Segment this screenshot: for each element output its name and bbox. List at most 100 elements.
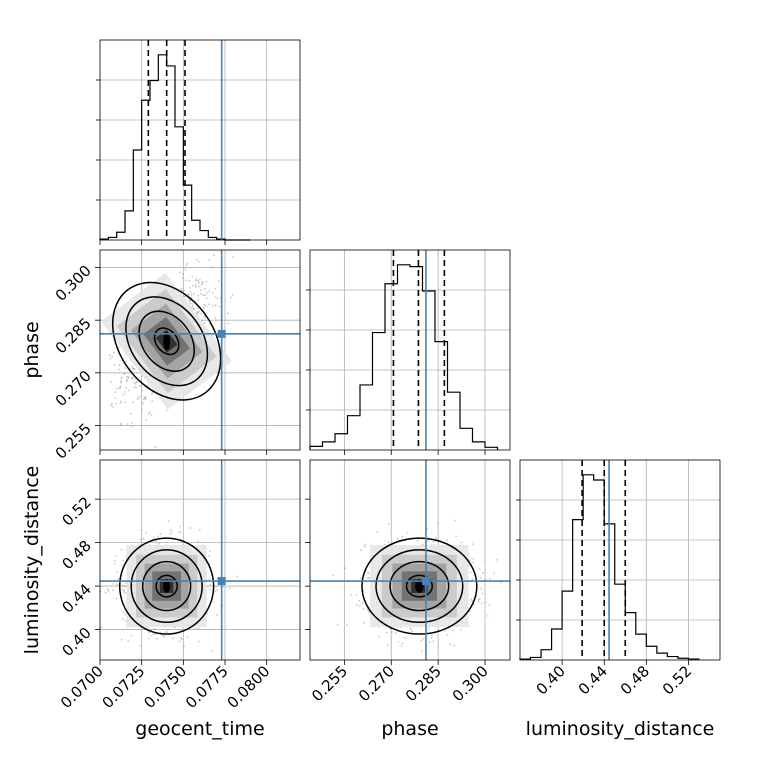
scatter-point — [446, 633, 449, 636]
scatter-point — [197, 279, 199, 282]
scatter-point — [355, 594, 358, 596]
scatter-point — [455, 535, 457, 538]
scatter-point — [214, 287, 217, 290]
scatter-point — [471, 543, 474, 545]
hist-phase-histogram — [309, 264, 499, 450]
scatter-point — [183, 645, 186, 647]
scatter-point — [131, 367, 134, 369]
scatter-point — [484, 559, 486, 561]
scatter-lumdist-geocent-xticklabel-0: 0.0700 — [57, 662, 107, 712]
scatter-point — [124, 391, 126, 393]
scatter-point — [124, 367, 126, 369]
scatter-point — [120, 400, 122, 403]
scatter-point — [437, 522, 439, 525]
scatter-point — [202, 294, 205, 297]
scatter-point — [218, 305, 221, 308]
scatter-point — [114, 397, 116, 399]
scatter-point — [131, 425, 134, 427]
scatter-point — [469, 610, 472, 613]
scatter-point — [112, 583, 115, 585]
scatter-point — [395, 632, 397, 635]
scatter-point — [430, 637, 433, 639]
scatter-phase-geocent-yticklabel-1: 0.270 — [52, 367, 95, 410]
scatter-point — [149, 411, 152, 414]
scatter-point — [123, 590, 125, 593]
scatter-phase-geocent-truth-marker — [217, 329, 226, 338]
scatter-point — [208, 290, 211, 293]
scatter-point — [194, 284, 197, 287]
scatter-point — [208, 303, 211, 306]
scatter-lumdist-geocent-contour-1 — [130, 549, 203, 624]
scatter-phase-geocent-yticklabel-3: 0.300 — [52, 262, 95, 305]
hist-geocent-time-histogram — [99, 54, 250, 241]
scatter-lumdist-phase-frame — [309, 459, 511, 661]
scatter-point — [186, 262, 189, 265]
scatter-point — [385, 631, 388, 634]
scatter-point — [205, 304, 208, 307]
scatter-lumdist-geocent-xticklabel-3: 0.0775 — [182, 662, 232, 712]
scatter-point — [336, 623, 339, 626]
scatter-phase-geocent-contour-2 — [138, 310, 195, 372]
scatter-lumdist-phase-xticklabel-2: 0.285 — [402, 662, 445, 705]
scatter-point — [115, 597, 118, 600]
scatter-point — [189, 527, 192, 529]
scatter-point — [114, 563, 116, 565]
scatter-point — [488, 577, 491, 580]
scatter-lumdist-geocent-frame — [99, 459, 301, 661]
scatter-point — [459, 629, 462, 631]
scatter-point — [452, 629, 454, 632]
scatter-point — [122, 611, 125, 614]
scatter-point — [488, 604, 491, 606]
scatter-point — [197, 298, 200, 301]
scatter-point — [111, 405, 114, 408]
scatter-point — [387, 523, 390, 526]
scatter-point — [346, 624, 348, 626]
scatter-point — [444, 630, 446, 632]
scatter-point — [396, 537, 399, 540]
panels: 0.40 0.44 0.48 0.520.2550.2700.2850.3000.40… — [52, 39, 721, 712]
scatter-point — [131, 422, 133, 424]
scatter-point — [142, 398, 145, 400]
scatter-point — [156, 638, 159, 640]
scatter-point — [131, 377, 134, 380]
scatter-point — [332, 574, 334, 577]
scatter-point — [206, 585, 209, 588]
scatter-point — [387, 541, 390, 544]
scatter-point — [200, 289, 203, 291]
scatter-point — [197, 627, 200, 630]
scatter-point — [194, 279, 197, 282]
scatter-point — [155, 540, 158, 543]
hist-luminosity-distance-xticklabel-0: 0.40 — [533, 662, 569, 698]
scatter-point — [123, 585, 126, 588]
ylabel-luminosity-distance: luminosity_distance — [21, 466, 43, 655]
scatter-point — [125, 378, 128, 381]
scatter-point — [208, 258, 211, 261]
scatter-point — [367, 611, 370, 614]
scatter-point — [127, 376, 130, 379]
hist-phase-frame — [309, 249, 511, 451]
scatter-point — [201, 319, 204, 322]
scatter-point — [432, 640, 435, 643]
scatter-lumdist-phase-xticklabel-3: 0.300 — [449, 662, 492, 705]
hist-luminosity-distance-xticklabel-3: 0.52 — [659, 662, 695, 698]
scatter-point — [480, 587, 482, 590]
scatter-point — [363, 621, 365, 624]
scatter-point — [152, 536, 155, 539]
scatter-point — [133, 386, 136, 388]
scatter-point — [195, 278, 198, 280]
scatter-point — [180, 638, 183, 641]
scatter-lumdist-phase-contour-0 — [361, 537, 478, 635]
scatter-point — [121, 564, 124, 566]
scatter-lumdist-geocent-xticklabel-4: 0.0800 — [224, 662, 274, 712]
scatter-point — [194, 286, 197, 288]
scatter-lumdist-geocent-truth-marker — [217, 577, 226, 586]
scatter-lumdist-geocent-contour-0 — [118, 537, 215, 635]
scatter-point — [411, 630, 413, 633]
scatter-point — [117, 346, 120, 349]
scatter-point — [426, 527, 429, 530]
scatter-point — [121, 588, 123, 591]
scatter-point — [391, 631, 393, 633]
scatter-point — [454, 519, 456, 522]
scatter-point — [197, 281, 200, 284]
scatter-point — [428, 641, 431, 644]
